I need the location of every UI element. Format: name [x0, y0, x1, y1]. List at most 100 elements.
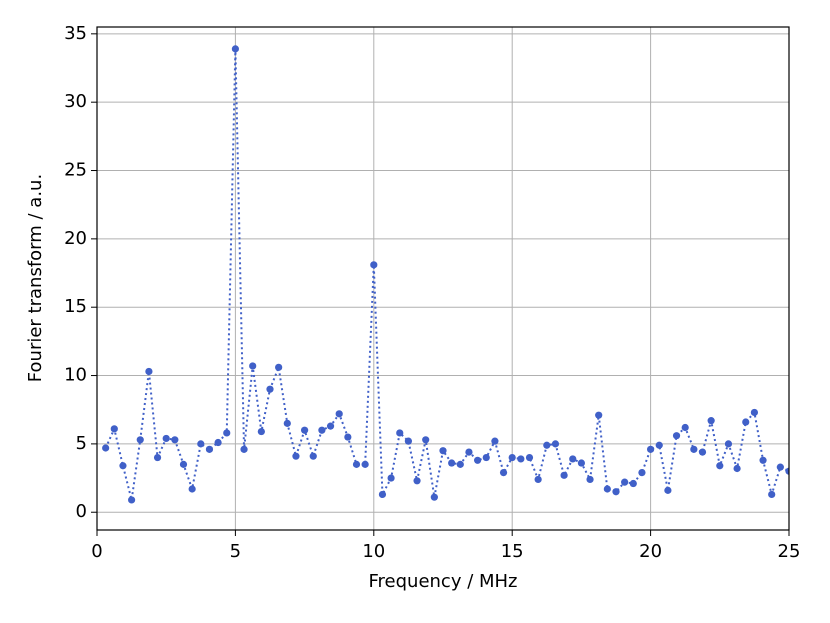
- data-point: [352, 460, 361, 468]
- data-point: [275, 363, 283, 371]
- data-point: [214, 438, 222, 447]
- data-point: [292, 452, 300, 460]
- data-line: [104, 48, 789, 501]
- data-point: [370, 261, 378, 269]
- x-tick-label: 15: [501, 541, 524, 562]
- data-point: [430, 493, 438, 501]
- data-point: [551, 440, 560, 448]
- data-point: [612, 488, 620, 496]
- y-tick-label: 20: [64, 228, 87, 249]
- y-tick-label: 15: [64, 296, 87, 317]
- data-point: [759, 456, 767, 464]
- data-point: [205, 445, 214, 453]
- data-point: [491, 437, 499, 445]
- y-axis-label: Fourier transform / a.u.: [25, 174, 46, 382]
- data-point: [785, 467, 789, 475]
- data-point: [335, 410, 343, 418]
- data-point: [119, 462, 127, 470]
- data-point: [750, 408, 759, 417]
- data-point: [707, 417, 715, 425]
- x-tick-label: 20: [639, 541, 662, 562]
- data-point: [716, 462, 724, 470]
- data-point: [448, 459, 456, 467]
- data-point: [517, 455, 525, 463]
- data-point: [102, 444, 110, 452]
- data-point: [456, 460, 464, 468]
- data-point: [465, 448, 473, 456]
- data-point: [560, 471, 568, 479]
- data-point: [474, 456, 482, 464]
- data-point: [162, 434, 170, 443]
- data-point: [301, 426, 309, 434]
- y-tick-label: 10: [64, 365, 87, 386]
- data-point: [188, 485, 196, 493]
- data-point: [768, 490, 776, 499]
- data-point: [387, 474, 395, 482]
- data-point: [266, 385, 274, 393]
- data-point: [586, 475, 594, 484]
- data-point: [525, 453, 534, 462]
- data-point: [638, 468, 646, 477]
- data-point: [690, 445, 698, 453]
- data-point: [621, 478, 629, 486]
- x-tick-label: 10: [362, 541, 385, 562]
- y-tick-label: 5: [76, 433, 87, 454]
- data-point: [698, 448, 707, 456]
- data-point: [128, 496, 136, 504]
- data-point: [742, 418, 750, 426]
- data-point: [664, 486, 672, 494]
- data-point: [776, 463, 784, 471]
- data-point: [318, 426, 326, 434]
- data-point: [197, 440, 205, 448]
- data-point: [499, 468, 508, 477]
- data-point: [629, 479, 637, 488]
- data-point: [413, 477, 421, 485]
- data-point: [439, 447, 447, 455]
- data-point: [231, 45, 239, 53]
- data-point: [378, 490, 387, 499]
- data-point: [672, 432, 681, 440]
- data-point: [404, 437, 412, 445]
- series: [102, 45, 789, 504]
- data-point: [257, 427, 265, 436]
- y-tick-label: 0: [76, 501, 87, 522]
- data-point: [309, 452, 317, 460]
- data-point: [482, 453, 490, 462]
- data-point: [344, 433, 352, 441]
- x-tick-label: 25: [778, 541, 801, 562]
- y-tick-label: 30: [64, 91, 87, 112]
- y-tick-label: 25: [64, 160, 87, 181]
- data-point: [326, 422, 335, 430]
- data-point: [145, 367, 153, 376]
- data-point: [647, 445, 655, 453]
- data-point: [577, 459, 586, 467]
- y-tick-label: 35: [64, 23, 87, 44]
- data-point: [179, 460, 188, 468]
- x-axis-label: Frequency / MHz: [368, 571, 517, 592]
- plot-frame: [96, 26, 790, 531]
- data-point: [110, 425, 118, 433]
- x-tick-label: 0: [91, 541, 102, 562]
- data-point: [361, 460, 369, 468]
- data-point: [171, 436, 179, 444]
- data-point: [655, 441, 663, 449]
- data-point: [534, 475, 542, 484]
- data-point: [240, 445, 248, 453]
- data-point: [153, 453, 162, 462]
- data-point: [595, 411, 603, 419]
- data-point: [422, 436, 430, 444]
- data-point: [603, 485, 611, 493]
- data-point: [733, 464, 741, 473]
- data-point: [508, 453, 516, 462]
- x-tick-label: 5: [230, 541, 241, 562]
- data-point: [681, 423, 689, 432]
- data-point: [136, 436, 144, 444]
- data-point: [283, 419, 291, 427]
- data-point: [396, 429, 404, 437]
- data-point: [543, 441, 551, 449]
- data-point: [223, 429, 231, 437]
- data-point: [724, 440, 733, 448]
- data-point: [569, 455, 577, 463]
- data-point: [249, 362, 257, 370]
